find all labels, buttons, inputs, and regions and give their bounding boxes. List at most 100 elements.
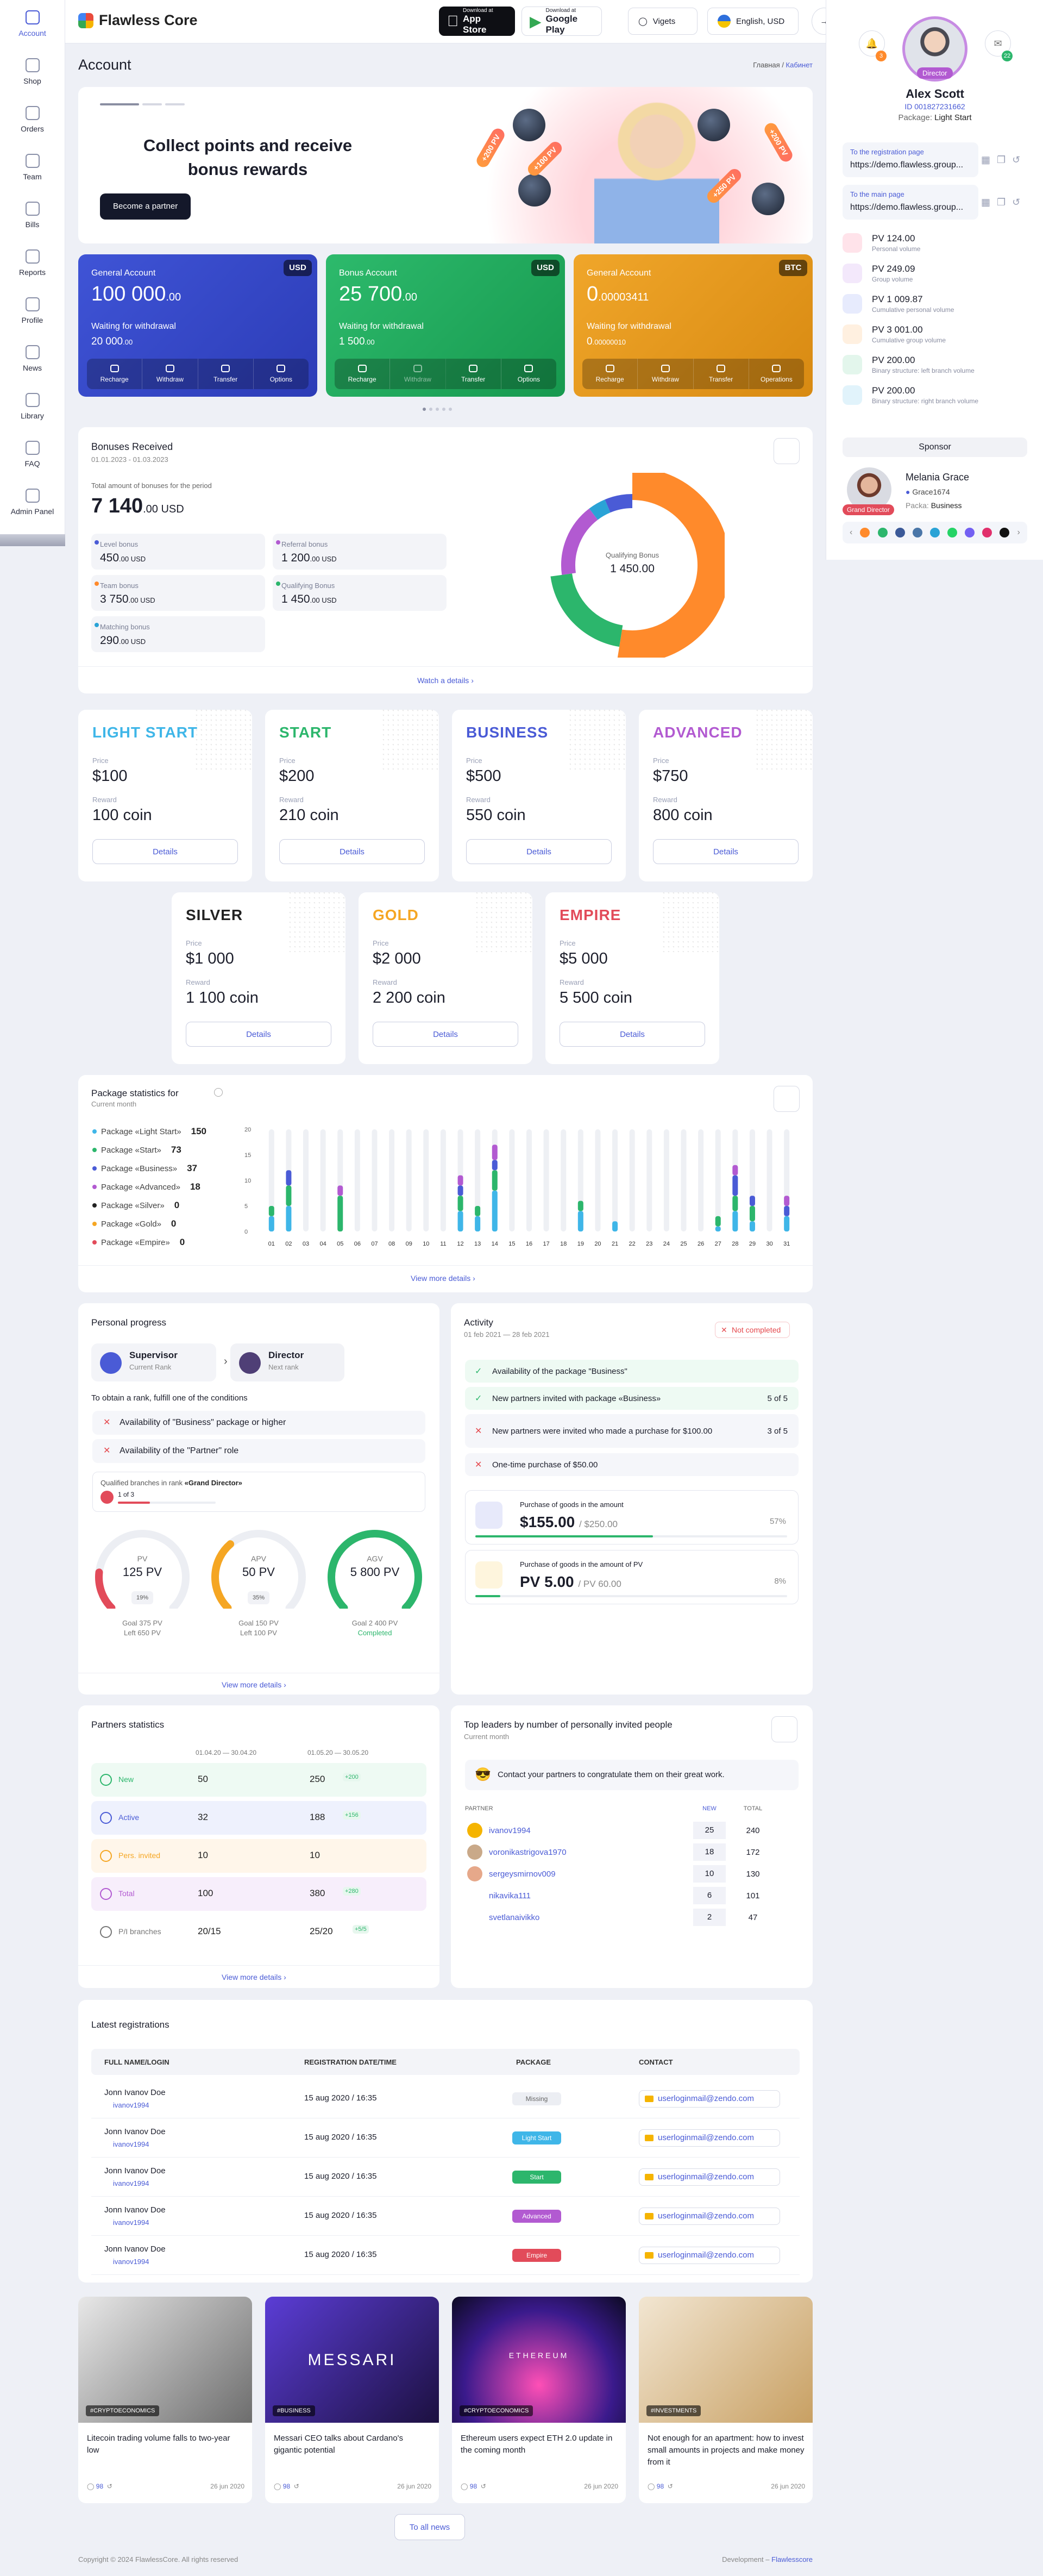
share-icon[interactable]: ↺ — [479, 2483, 486, 2490]
package-details-button[interactable]: Details — [653, 839, 799, 864]
package-details-button[interactable]: Details — [186, 1022, 331, 1047]
share-icon[interactable]: ↺ — [665, 2483, 673, 2490]
calendar-button[interactable] — [774, 438, 800, 464]
account-op-1[interactable]: Withdraw — [142, 359, 198, 389]
telegram-icon[interactable] — [929, 528, 940, 537]
vk-icon[interactable] — [912, 528, 922, 537]
bar-segment[interactable] — [337, 1185, 343, 1196]
leader-login[interactable]: svetlanaivikko — [489, 1913, 540, 1922]
donut-slice[interactable] — [561, 508, 598, 575]
prev-icon[interactable]: ‹ — [850, 528, 853, 537]
bar-segment[interactable] — [784, 1216, 790, 1231]
account-op-3[interactable]: Options — [254, 359, 309, 389]
bar-segment[interactable] — [286, 1185, 292, 1206]
bar-segment[interactable] — [732, 1211, 738, 1231]
language-selector[interactable]: English, USD — [707, 8, 799, 35]
share-icon[interactable]: ↺ — [105, 2483, 112, 2490]
bar-segment[interactable] — [457, 1196, 463, 1211]
account-op-2[interactable]: Transfer — [446, 359, 501, 389]
calendar-button[interactable] — [774, 1086, 800, 1112]
leader-login[interactable]: ivanov1994 — [489, 1826, 531, 1835]
nav-item-3[interactable]: Team — [0, 143, 65, 191]
stats-more-link[interactable]: View more details › — [411, 1274, 475, 1283]
qr-icon[interactable]: ▦ — [981, 197, 991, 208]
reg-login[interactable]: ivanov1994 — [113, 2101, 149, 2109]
reg-contact-dropdown[interactable]: userloginmail@zendo.com — [639, 2129, 780, 2147]
bar-segment[interactable] — [457, 1211, 463, 1231]
breadcrumb-home[interactable]: Главная — [753, 61, 780, 69]
bar-segment[interactable] — [715, 1216, 721, 1227]
messages-button[interactable]: ✉ 22 — [985, 30, 1013, 61]
account-op-2[interactable]: Transfer — [198, 359, 254, 389]
bar-segment[interactable] — [732, 1175, 738, 1196]
bar-segment[interactable] — [268, 1216, 274, 1231]
package-details-button[interactable]: Details — [279, 839, 425, 864]
bar-segment[interactable] — [577, 1211, 583, 1231]
donut-slice[interactable] — [605, 494, 633, 513]
bar-segment[interactable] — [612, 1221, 618, 1231]
bar-segment[interactable] — [492, 1160, 498, 1171]
bar-segment[interactable] — [268, 1206, 274, 1216]
sponsor-login[interactable]: ● Grace1674 — [906, 487, 950, 496]
reg-login[interactable]: ivanov1994 — [113, 2179, 149, 2187]
news-card-0[interactable]: #CRYPTOECONOMICS Litecoin trading volume … — [78, 2297, 252, 2503]
bar-segment[interactable] — [475, 1216, 481, 1231]
bar-segment[interactable] — [749, 1221, 755, 1231]
bar-segment[interactable] — [286, 1206, 292, 1231]
nav-item-1[interactable]: Shop — [0, 48, 65, 96]
become-partner-button[interactable]: Become a partner — [100, 193, 191, 220]
bar-segment[interactable] — [492, 1190, 498, 1231]
progress-more-link[interactable]: View more details › — [222, 1680, 286, 1689]
reg-login[interactable]: ivanov1994 — [113, 2140, 149, 2148]
bar-segment[interactable] — [749, 1206, 755, 1222]
bar-segment[interactable] — [457, 1185, 463, 1196]
partners-more-link[interactable]: View more details › — [222, 1973, 286, 1981]
share-icon[interactable]: ↺ — [1012, 197, 1021, 208]
info-icon[interactable] — [214, 1088, 223, 1097]
next-icon[interactable]: › — [1017, 528, 1020, 537]
donut-slice[interactable] — [617, 473, 725, 658]
reg-login[interactable]: ivanov1994 — [113, 2258, 149, 2266]
nav-item-6[interactable]: Profile — [0, 287, 65, 335]
account-op-2[interactable]: Transfer — [694, 359, 749, 389]
account-op-3[interactable]: Options — [501, 359, 556, 389]
reg-contact-dropdown[interactable]: userloginmail@zendo.com — [639, 2208, 780, 2225]
google-play-button[interactable]: ▶ Download at Google Play — [522, 7, 602, 36]
leader-login[interactable]: voronikastrigova1970 — [489, 1848, 567, 1857]
whatsapp-icon[interactable] — [947, 528, 958, 537]
leader-login[interactable]: nikavika111 — [489, 1891, 531, 1900]
qr-icon[interactable]: ▦ — [981, 154, 991, 165]
facebook-icon[interactable] — [895, 528, 905, 537]
x-icon[interactable] — [1000, 528, 1010, 537]
news-card-1[interactable]: MESSARI #BUSINESS Messari CEO talks about … — [265, 2297, 439, 2503]
bar-segment[interactable] — [732, 1165, 738, 1176]
banner-pagination[interactable] — [100, 103, 185, 105]
bonus-donut-chart[interactable] — [540, 473, 725, 658]
package-details-button[interactable]: Details — [560, 1022, 705, 1047]
package-details-button[interactable]: Details — [373, 1022, 518, 1047]
nav-item-7[interactable]: News — [0, 335, 65, 383]
copy-icon[interactable]: ❐ — [997, 197, 1006, 208]
reg-contact-dropdown[interactable]: userloginmail@zendo.com — [639, 2090, 780, 2108]
phone-icon[interactable] — [877, 528, 888, 537]
accounts-pagination[interactable] — [423, 408, 452, 411]
donut-slice[interactable] — [589, 499, 611, 520]
app-logo[interactable]: Flawless Core — [78, 12, 198, 29]
viber-icon[interactable] — [965, 528, 975, 537]
share-icon[interactable]: ↺ — [292, 2483, 299, 2490]
calendar-button[interactable] — [771, 1716, 797, 1742]
instagram-icon[interactable] — [982, 528, 992, 537]
nav-item-8[interactable]: Library — [0, 383, 65, 430]
bar-segment[interactable] — [492, 1145, 498, 1160]
nav-item-4[interactable]: Bills — [0, 191, 65, 239]
nav-item-0[interactable]: Account — [0, 0, 65, 48]
bar-segment[interactable] — [784, 1196, 790, 1206]
bar-segment[interactable] — [715, 1226, 721, 1231]
ref-link-0[interactable]: To the registration page https://demo.fla… — [843, 142, 978, 177]
bar-segment[interactable] — [749, 1196, 755, 1206]
package-details-button[interactable]: Details — [466, 839, 612, 864]
account-op-1[interactable]: Withdraw — [390, 359, 446, 389]
notifications-button[interactable]: 🔔 3 — [859, 30, 887, 61]
